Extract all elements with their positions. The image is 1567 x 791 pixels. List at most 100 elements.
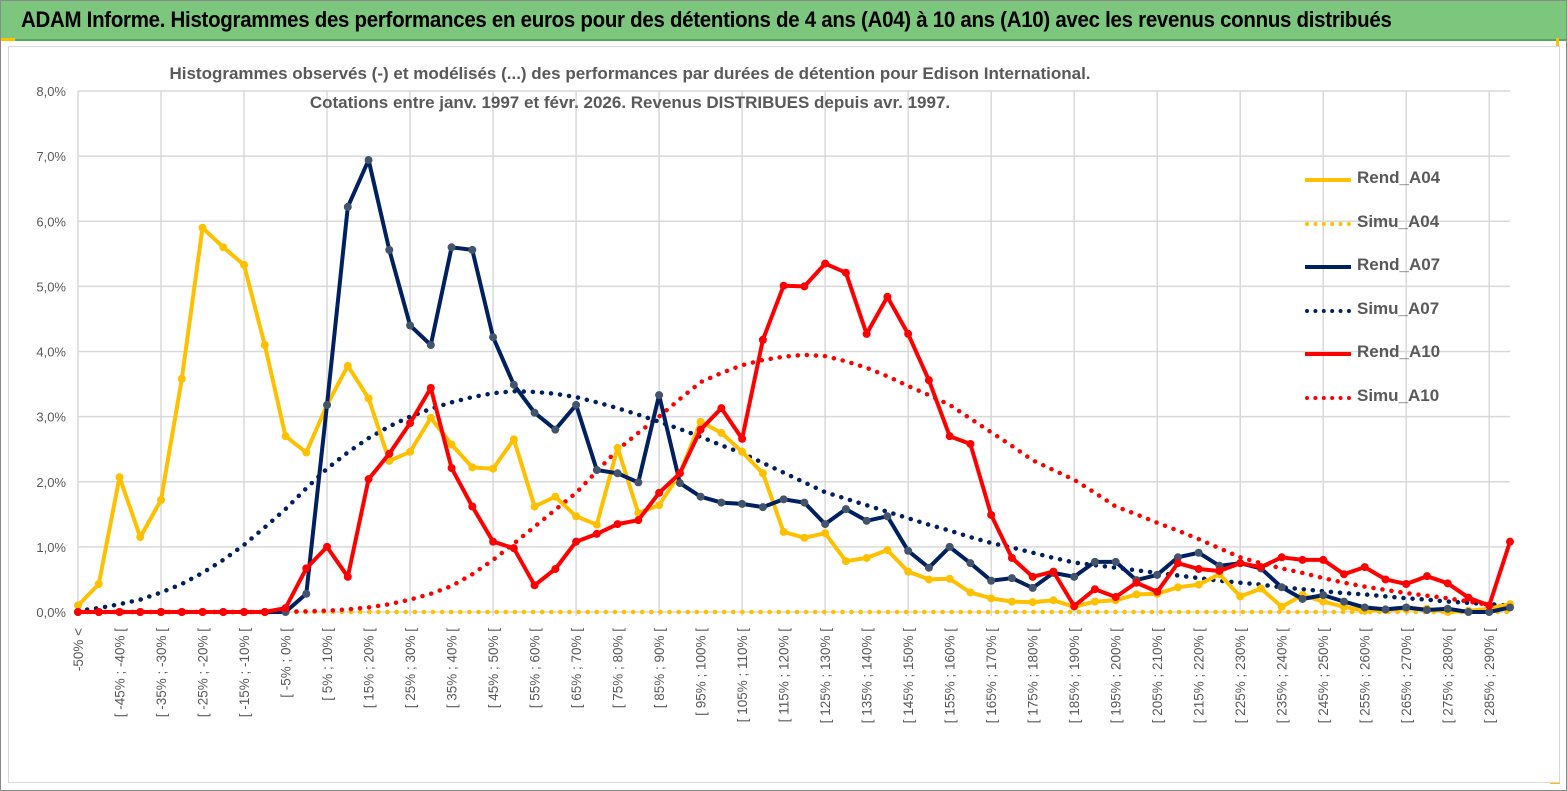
data-point-rend-a10 <box>1173 559 1182 568</box>
data-point-rend-a04 <box>800 533 809 542</box>
data-point-rend-a04 <box>157 495 166 504</box>
x-tick-label: [ 25% ; 30% [ <box>403 628 418 709</box>
data-point-rend-a07 <box>1506 603 1514 612</box>
data-point-rend-a04 <box>966 588 975 597</box>
data-point-rend-a07 <box>634 478 643 487</box>
report-title: ADAM Informe. Histogrammes des performan… <box>21 7 1392 32</box>
data-point-rend-a07 <box>821 520 830 529</box>
x-tick-label: [ 145% ; 150% [ <box>901 628 916 724</box>
data-point-rend-a04 <box>468 463 477 472</box>
x-tick-label: [ 235% ; 240% [ <box>1275 628 1290 724</box>
data-point-rend-a10 <box>509 544 518 553</box>
data-point-rend-a04 <box>821 529 830 538</box>
x-tick-label: [ 75% ; 80% [ <box>611 628 626 709</box>
x-tick-label: [ 5% ; 10% [ <box>320 628 335 701</box>
title-bar: ADAM Informe. Histogrammes des performan… <box>1 1 1566 41</box>
data-point-rend-a10 <box>1256 563 1265 572</box>
data-point-rend-a10 <box>157 608 166 616</box>
data-point-rend-a07 <box>1028 583 1037 592</box>
data-point-rend-a10 <box>551 565 560 574</box>
series-line-rend-a07 <box>78 158 1511 614</box>
data-point-rend-a10 <box>94 608 103 616</box>
data-point-rend-a10 <box>904 329 913 338</box>
x-tick-label: [ 115% ; 120% [ <box>777 628 792 723</box>
y-tick-label: 3,0% <box>36 410 66 425</box>
data-point-rend-a07 <box>1070 572 1079 581</box>
x-tick-label: -50% < <box>71 628 86 671</box>
x-tick-label: [ 155% ; 160% [ <box>943 628 958 724</box>
data-point-rend-a04 <box>240 260 249 269</box>
data-point-rend-a04 <box>136 533 145 542</box>
x-tick-label: [ 225% ; 230% [ <box>1233 628 1248 724</box>
series-line-rend-a04 <box>76 225 1511 614</box>
legend-swatch <box>1305 265 1351 270</box>
x-tick-label: [ 95% ; 100% [ <box>694 628 709 716</box>
legend-swatch <box>1305 352 1351 357</box>
data-point-rend-a10 <box>1422 572 1431 581</box>
x-tick-label: [ 165% ; 170% [ <box>984 628 999 724</box>
data-point-rend-a10 <box>489 537 498 546</box>
data-point-rend-a07 <box>987 576 996 585</box>
y-tick-label: 1,0% <box>36 540 66 555</box>
data-point-rend-a04 <box>1236 592 1245 601</box>
data-point-rend-a07 <box>406 321 415 330</box>
legend-label: Simu_A07 <box>1357 298 1440 318</box>
data-point-rend-a10 <box>240 608 249 616</box>
data-point-rend-a10 <box>1464 593 1473 602</box>
data-point-rend-a10 <box>1007 553 1016 562</box>
x-tick-label: [ 65% ; 70% [ <box>569 628 584 709</box>
data-point-rend-a04 <box>1132 590 1141 599</box>
chart-subtitle: Cotations entre janv. 1997 et févr. 2026… <box>309 93 951 112</box>
data-point-rend-a04 <box>302 448 311 457</box>
x-tick-label: [ -15% ; -10% [ <box>237 628 252 718</box>
data-point-rend-a10 <box>1277 553 1286 562</box>
data-point-rend-a07 <box>1194 548 1203 557</box>
data-point-rend-a04 <box>343 361 352 370</box>
data-point-rend-a10 <box>1319 555 1328 564</box>
y-tick-label: 4,0% <box>36 345 66 360</box>
data-point-rend-a04 <box>489 464 498 473</box>
data-point-rend-a10 <box>343 572 352 581</box>
y-tick-label: 7,0% <box>36 149 66 164</box>
legend-label: Rend_A04 <box>1357 168 1441 187</box>
x-tick-label: [ 105% ; 110% [ <box>735 628 750 723</box>
legend-label: Rend_A07 <box>1357 255 1441 275</box>
data-point-rend-a10 <box>198 608 207 616</box>
data-point-rend-a07 <box>1007 574 1016 583</box>
x-tick-label: [ 285% ; 290% [ <box>1482 628 1497 724</box>
data-point-rend-a10 <box>613 520 622 529</box>
y-tick-label: 0,0% <box>36 605 66 620</box>
data-point-rend-a07 <box>779 495 788 504</box>
data-point-rend-a04 <box>1028 598 1037 607</box>
data-point-rend-a07 <box>572 400 581 409</box>
data-point-rend-a04 <box>198 223 207 232</box>
data-point-rend-a04 <box>94 579 103 588</box>
data-point-rend-a10 <box>426 383 435 392</box>
data-point-rend-a07 <box>489 333 498 342</box>
data-point-rend-a10 <box>675 469 684 478</box>
data-point-rend-a10 <box>1506 537 1514 546</box>
data-point-rend-a10 <box>74 608 82 616</box>
data-point-rend-a07 <box>613 469 622 478</box>
data-point-rend-a10 <box>924 376 933 385</box>
data-point-rend-a04 <box>1256 584 1265 593</box>
x-tick-label: [ 205% ; 210% [ <box>1150 628 1165 724</box>
y-tick-label: 5,0% <box>36 279 66 294</box>
data-point-rend-a04 <box>260 340 269 349</box>
data-point-rend-a07 <box>966 559 975 568</box>
data-point-rend-a10 <box>1339 570 1348 579</box>
legend-item-simu-a10: Simu_A10 <box>1305 385 1505 409</box>
data-point-rend-a10 <box>1090 585 1099 594</box>
x-tick-label: [ 45% ; 50% [ <box>486 628 501 709</box>
data-point-rend-a10 <box>302 564 311 573</box>
legend-item-rend-a04: Rend_A04 <box>1305 167 1505 191</box>
data-point-rend-a10 <box>323 542 332 551</box>
data-point-rend-a04 <box>530 502 539 511</box>
data-point-rend-a07 <box>655 391 664 400</box>
x-tick-label: [ 35% ; 40% [ <box>445 628 460 709</box>
data-point-rend-a07 <box>758 503 767 512</box>
data-point-rend-a07 <box>343 202 352 211</box>
data-point-rend-a10 <box>260 608 269 616</box>
data-point-rend-a04 <box>364 394 373 403</box>
